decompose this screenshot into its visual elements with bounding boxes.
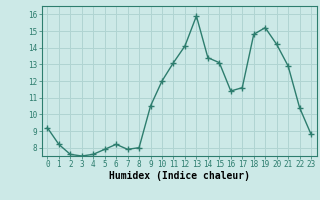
X-axis label: Humidex (Indice chaleur): Humidex (Indice chaleur): [109, 171, 250, 181]
